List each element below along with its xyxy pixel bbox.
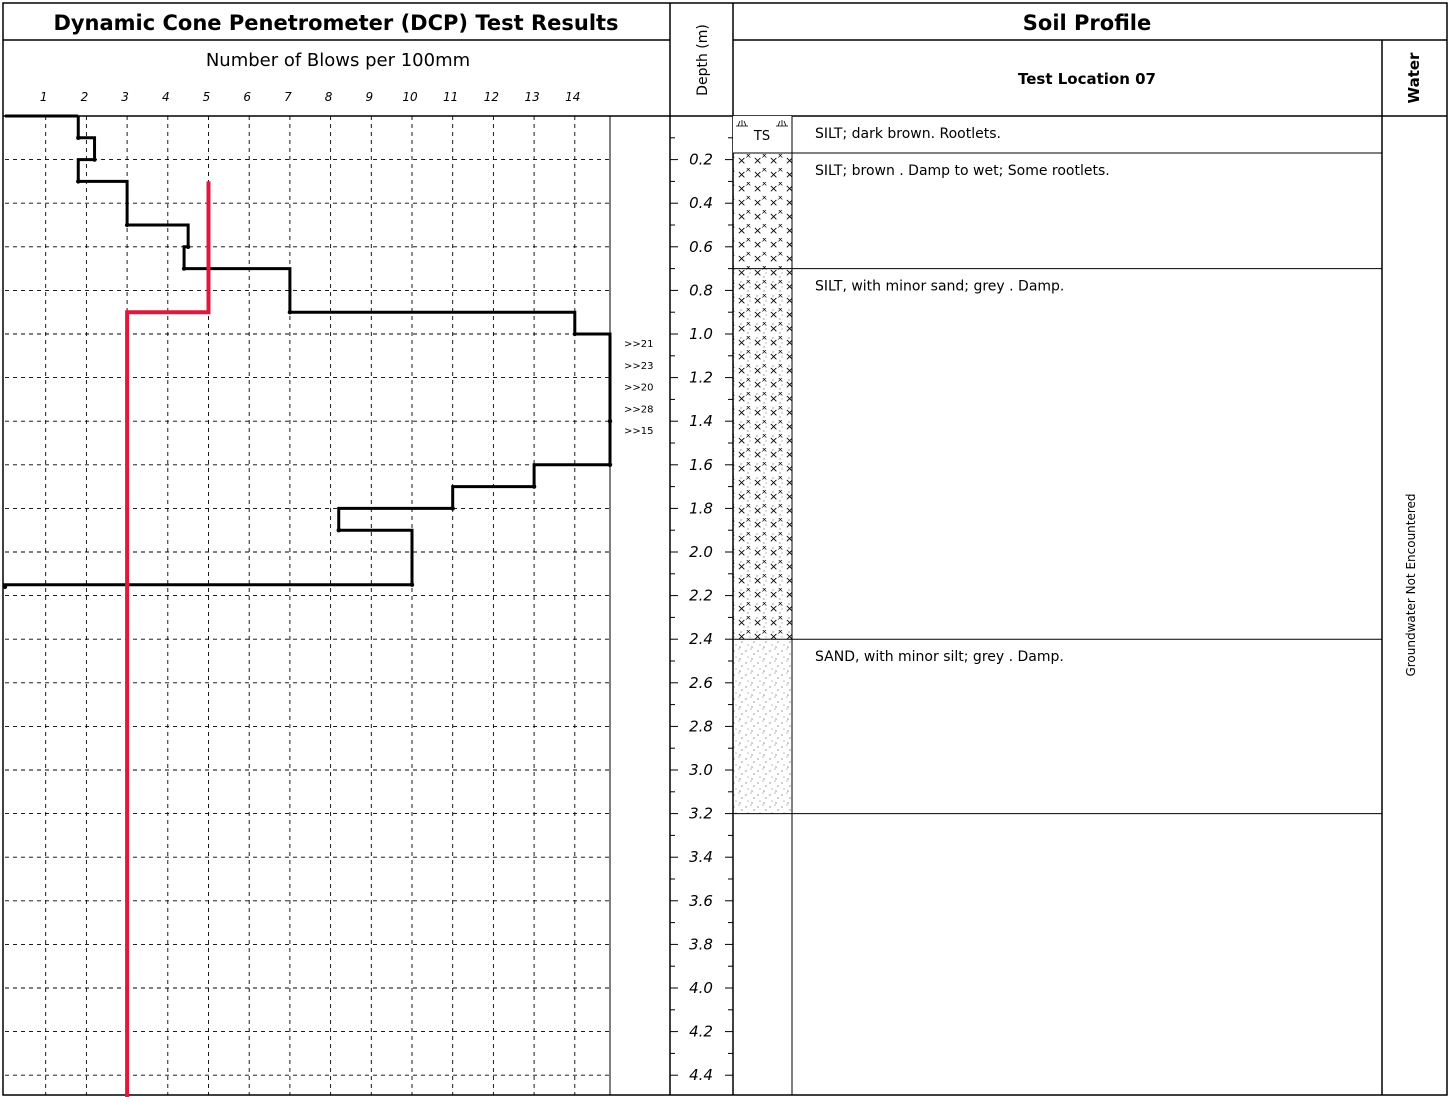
x-axis-label: Number of Blows per 100mm [206, 50, 470, 71]
x-tick-label: 3 [121, 90, 129, 104]
topsoil-symbol: TS [753, 129, 770, 144]
dcp-step-point [124, 222, 130, 228]
chart-series [2, 114, 613, 1097]
stratum-pattern [733, 153, 792, 269]
depth-tick-label: 4.2 [689, 1023, 713, 1041]
x-tick-label: 14 [565, 90, 580, 104]
stratum-description: SAND, with minor silt; grey . Damp. [815, 649, 1064, 665]
soil-profile-title: Soil Profile [1023, 11, 1151, 35]
stratum-description: SILT, with minor sand; grey . Damp. [815, 279, 1064, 295]
depth-tick-label: 3.4 [689, 848, 713, 866]
depth-tick-label: 2.8 [689, 717, 713, 735]
depth-tick-label: 4.4 [689, 1066, 713, 1084]
water-column-label: Water [1405, 52, 1423, 103]
refusal-label: >>23 [624, 361, 653, 372]
x-tick-label: 13 [524, 90, 539, 104]
stratum-description: SILT; dark brown. Rootlets. [815, 126, 1001, 142]
depth-tick-label: 1.2 [689, 369, 713, 387]
depth-tick-label: 3.8 [689, 935, 713, 953]
dcp-step-point [76, 135, 81, 140]
x-tick-label: 6 [243, 90, 251, 104]
x-tick-label: 1 [40, 90, 48, 104]
dcp-series-line [3, 116, 612, 587]
stratum-pattern [733, 268, 792, 640]
depth-tick-label: 0.2 [689, 151, 713, 169]
depth-tick-label: 3.0 [689, 761, 713, 779]
dcp-step-point [92, 157, 97, 162]
stratum-pattern [733, 639, 792, 814]
dcp-step-point [572, 331, 577, 337]
stratum-description: SILT; brown . Damp to wet; Some rootlets… [815, 163, 1110, 179]
depth-tick-label: 2.0 [689, 543, 713, 561]
x-tick-labels: 1 2 3 4 5 6 7 8 9 10 11 12 13 14 [40, 90, 581, 104]
x-tick-label: 8 [325, 90, 333, 104]
x-tick-label: 7 [284, 90, 292, 104]
dcp-step-point [409, 582, 415, 587]
dcp-step-point [531, 484, 537, 489]
grass-tuft-icon [776, 120, 788, 127]
refusal-label: >>15 [624, 426, 653, 437]
dcp-series-line [125, 181, 211, 1097]
x-tick-label: 12 [484, 90, 499, 104]
soil-strata: SILT; dark brown. Rootlets. TS SILT; brown… [733, 116, 1382, 815]
refusal-label: >>20 [624, 383, 653, 394]
depth-tick-label: 1.8 [689, 499, 713, 517]
depth-tick-label: 1.4 [689, 412, 713, 430]
x-tick-label: 10 [402, 90, 418, 104]
depth-tick-label: 2.4 [689, 630, 713, 648]
refusal-label: >>28 [624, 404, 653, 415]
depth-tick-label: 0.4 [689, 194, 713, 212]
dcp-step-point [2, 584, 8, 590]
refusal-label: >>21 [624, 339, 653, 350]
depth-tick-label: 2.6 [689, 674, 713, 692]
dcp-title: Dynamic Cone Penetrometer (DCP) Test Res… [53, 11, 618, 35]
refusal-annotations: >>21 >>23 >>20 >>28 >>15 [624, 339, 653, 437]
depth-tick-label: 2.2 [689, 587, 713, 605]
depth-tick-label: 1.6 [689, 456, 713, 474]
test-location-label: Test Location 07 [1018, 70, 1156, 88]
chart-grid [5, 116, 611, 1095]
dcp-step-point [450, 506, 455, 511]
depth-column-label: Depth (m) [695, 24, 711, 96]
dcp-step-point [607, 419, 613, 424]
depth-tick-label: 3.2 [689, 805, 713, 823]
depth-tick-label: 0.8 [689, 281, 713, 299]
depth-tick-label: 4.0 [689, 979, 713, 997]
x-tick-label: 5 [203, 90, 211, 104]
x-tick-label: 4 [162, 90, 170, 104]
x-tick-label: 9 [365, 90, 373, 104]
dcp-step-point [336, 528, 341, 533]
x-tick-label: 11 [443, 90, 458, 104]
dcp-step-point [185, 244, 191, 249]
groundwater-note: Groundwater Not Encountered [1404, 493, 1418, 676]
dcp-step-point [76, 179, 81, 184]
dcp-step-point [287, 310, 293, 315]
dcp-step-point [607, 462, 613, 467]
depth-scale: 0.2 0.4 0.6 0.8 1.0 1.2 1.4 1.6 1.8 2.0 2.2 2.4 2.6 2… [670, 137, 733, 1084]
depth-tick-label: 0.6 [689, 238, 713, 256]
depth-tick-label: 1.0 [689, 325, 713, 343]
dcp-step-point [181, 266, 187, 271]
x-tick-label: 2 [81, 90, 89, 104]
depth-tick-label: 3.6 [689, 892, 713, 910]
grass-tuft-icon [736, 120, 748, 127]
